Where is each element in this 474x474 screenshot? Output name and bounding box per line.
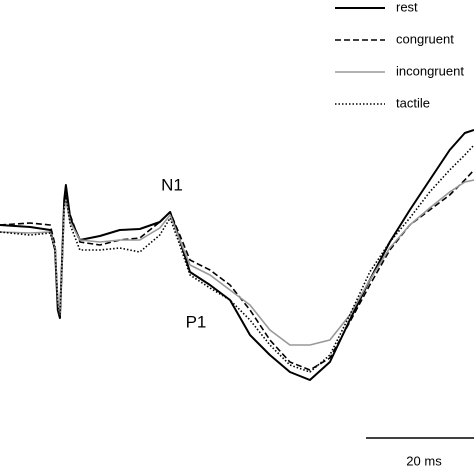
- series-line: [0, 129, 474, 381]
- legend-label: tactile: [396, 95, 430, 110]
- legend-label: incongruent: [396, 63, 464, 78]
- series-line: [0, 179, 474, 346]
- series-line: [0, 144, 474, 373]
- scale-bar-label: 20 ms: [406, 453, 442, 468]
- legend-label: congruent: [396, 31, 454, 46]
- annotation: P1: [186, 312, 207, 331]
- series-line: [0, 169, 474, 371]
- annotation: N1: [161, 175, 183, 194]
- legend-label: rest: [396, 0, 418, 14]
